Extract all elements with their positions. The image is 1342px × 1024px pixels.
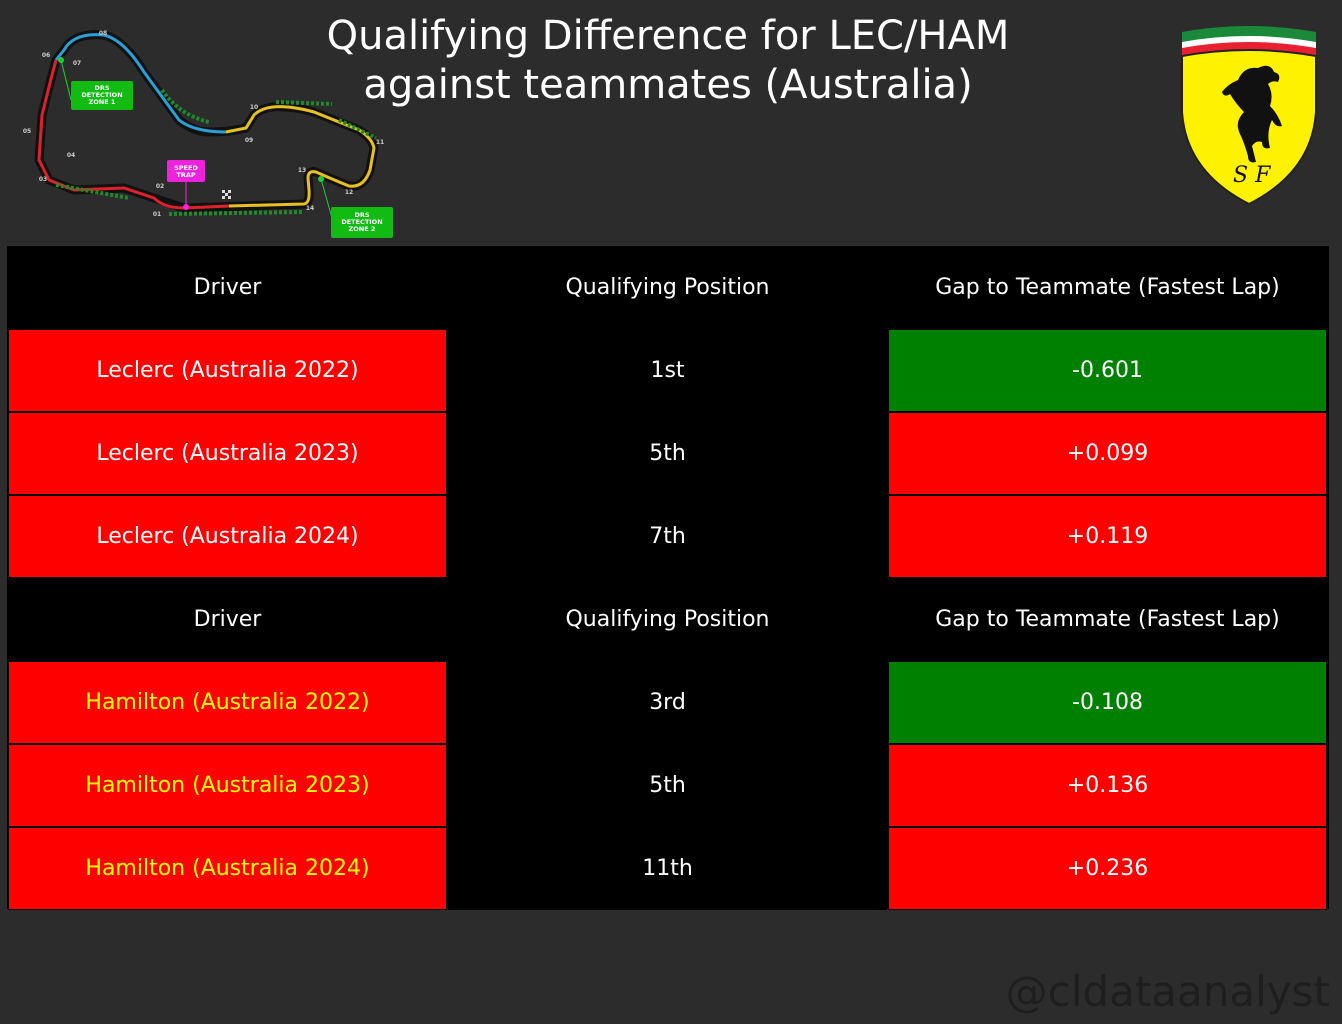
driver-cell: Hamilton (Australia 2024)	[8, 827, 447, 910]
gap-cell: +0.119	[888, 495, 1327, 578]
turn-02-label: 02	[156, 183, 164, 190]
gap-cell: -0.108	[888, 661, 1327, 744]
position-cell: 5th	[448, 744, 887, 827]
ferrari-prancing-horse-shield-icon: S F	[1181, 26, 1317, 206]
title-line-2: against teammates (Australia)	[363, 62, 973, 108]
position-cell: 11th	[448, 827, 887, 910]
turn-07-label: 07	[73, 60, 81, 67]
drs-zone-1-label-3: ZONE 1	[89, 98, 116, 106]
turn-13-label: 13	[298, 167, 306, 174]
driver-cell: Leclerc (Australia 2022)	[8, 329, 447, 412]
header-gap: Gap to Teammate (Fastest Lap)	[888, 578, 1327, 661]
header-gap: Gap to Teammate (Fastest Lap)	[888, 246, 1327, 329]
turn-10-label: 10	[250, 104, 258, 111]
turn-03-label: 03	[39, 176, 47, 183]
driver-cell: Hamilton (Australia 2022)	[8, 661, 447, 744]
driver-cell: Hamilton (Australia 2023)	[8, 744, 447, 827]
speed-trap-label-2: TRAP	[176, 171, 195, 179]
checkered-flag-icon	[222, 190, 231, 199]
gap-cell: +0.099	[888, 412, 1327, 495]
header-driver: Driver	[8, 578, 447, 661]
gap-cell: +0.236	[888, 827, 1327, 910]
gap-cell: +0.136	[888, 744, 1327, 827]
turn-01-label: 01	[153, 211, 161, 218]
position-cell: 1st	[448, 329, 887, 412]
driver-cell: Leclerc (Australia 2024)	[8, 495, 447, 578]
gap-cell: -0.601	[888, 329, 1327, 412]
position-cell: 3rd	[448, 661, 887, 744]
turn-09-label: 09	[245, 137, 253, 144]
albert-park-circuit-map-icon: DRS DETECTION ZONE 1 DRS DETECTION ZONE …	[23, 30, 393, 238]
qualifying-table: Driver Qualifying Position Gap to Teammate…	[7, 246, 1329, 910]
position-cell: 7th	[448, 495, 887, 578]
page-title: Qualifying Difference for LEC/HAM agains…	[280, 12, 1056, 110]
watermark: @cldataanalyst	[1005, 967, 1330, 1016]
header-position: Qualifying Position	[448, 246, 887, 329]
speed-trap-label-1: SPEED	[174, 164, 198, 172]
header-position: Qualifying Position	[448, 578, 887, 661]
turn-04-label: 04	[67, 152, 75, 159]
drs-zone-2-label-1: DRS	[354, 211, 369, 219]
header-driver: Driver	[8, 246, 447, 329]
turn-11-label: 11	[376, 139, 384, 146]
drs-zone-1-label-2: DETECTION	[81, 91, 122, 99]
drs-zone-2-label-3: ZONE 2	[349, 225, 376, 233]
title-line-1: Qualifying Difference for LEC/HAM	[326, 13, 1010, 59]
turn-14-label: 14	[306, 205, 314, 212]
turn-08-label: 08	[99, 30, 107, 37]
drs-zone-2-label-2: DETECTION	[341, 218, 382, 226]
turn-12-label: 12	[345, 189, 353, 196]
turn-05-label: 05	[23, 128, 31, 135]
driver-cell: Leclerc (Australia 2023)	[8, 412, 447, 495]
turn-06-label: 06	[42, 52, 50, 59]
drs-zone-1-label-1: DRS	[94, 84, 109, 92]
logo-letters: S F	[1233, 163, 1271, 188]
position-cell: 5th	[448, 412, 887, 495]
